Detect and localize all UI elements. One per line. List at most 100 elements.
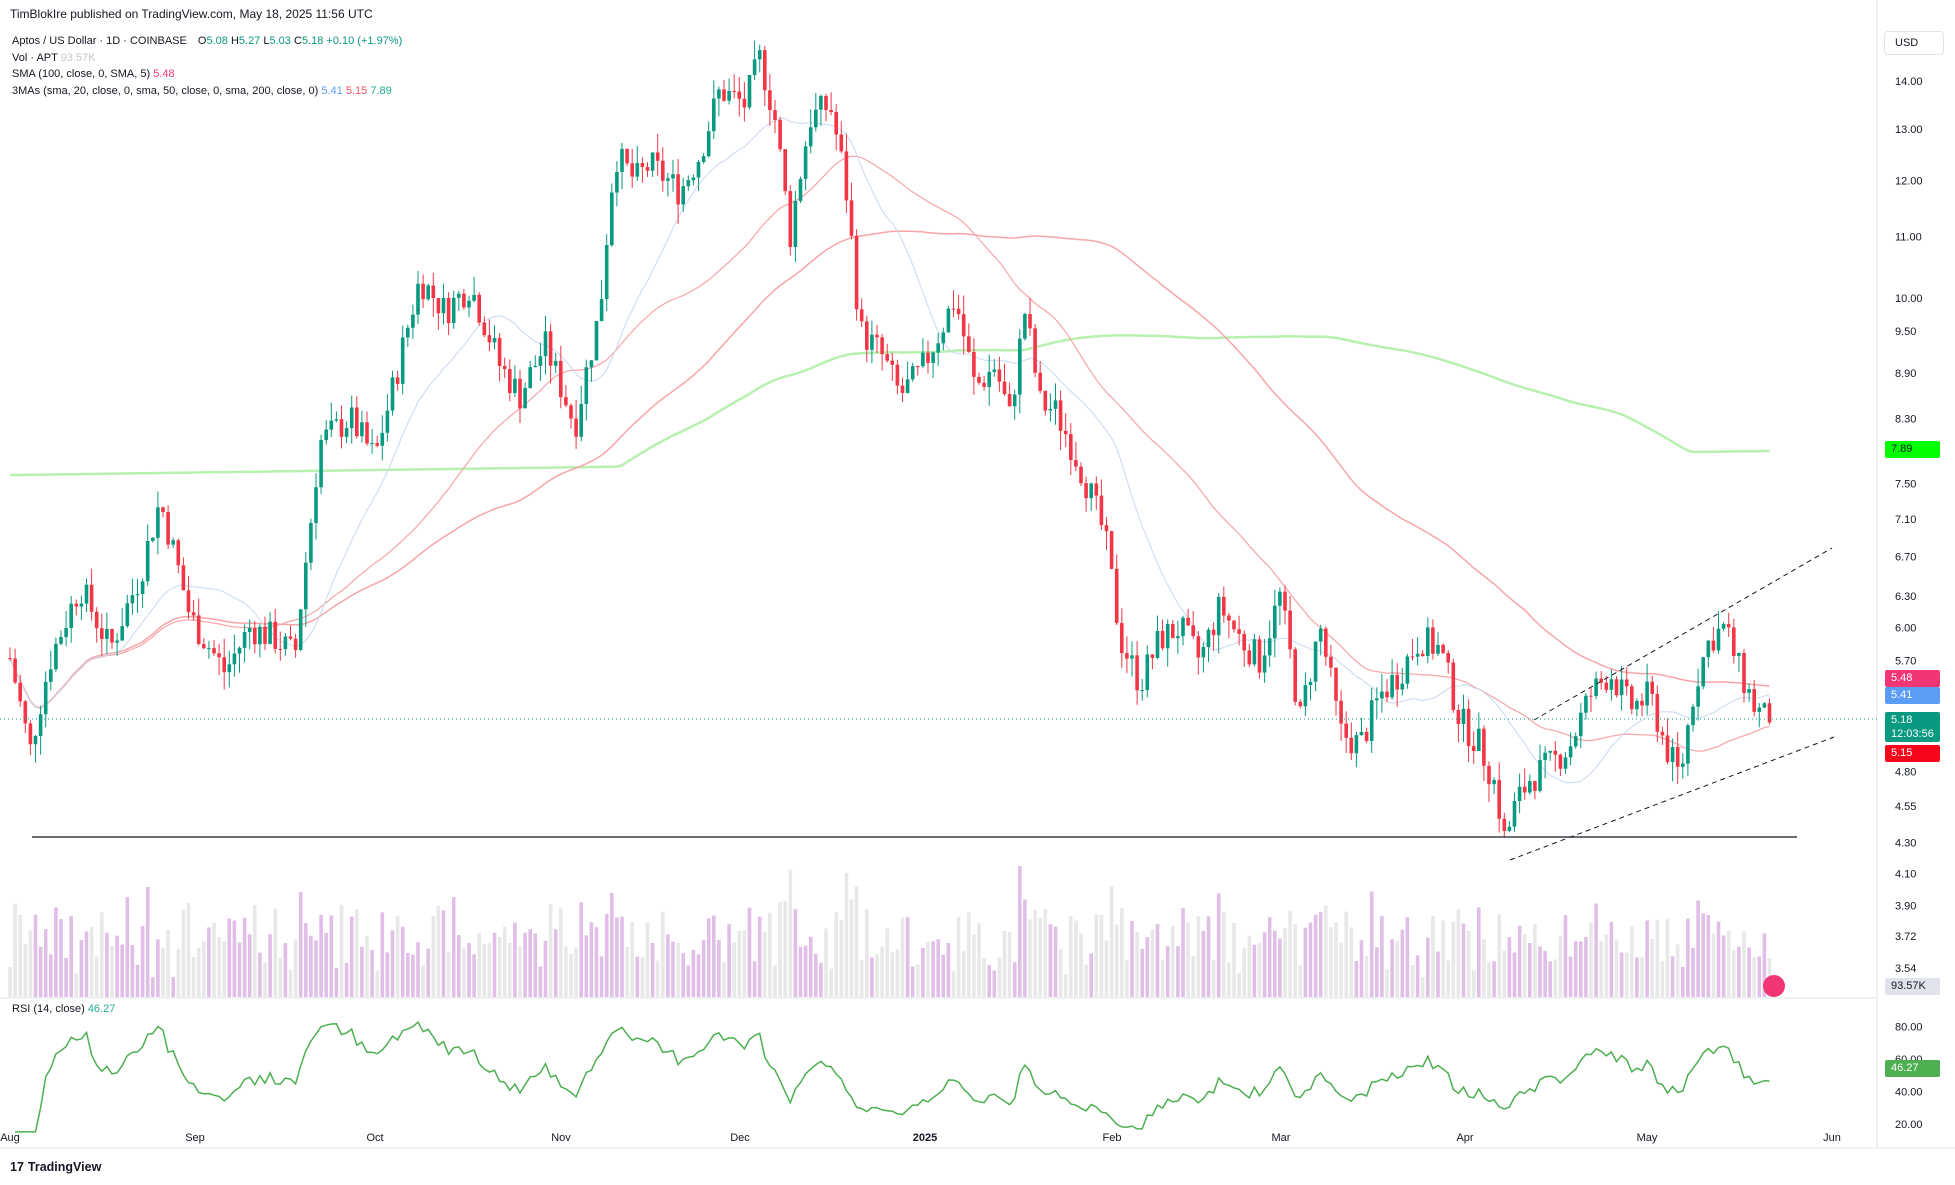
price-tick-label: 9.50 bbox=[1895, 326, 1916, 338]
candle-body bbox=[1640, 700, 1644, 706]
volume-bar bbox=[941, 954, 946, 997]
volume-bar bbox=[69, 915, 73, 997]
volume-bar bbox=[1018, 865, 1022, 997]
candle-body bbox=[839, 134, 844, 152]
volume-bar bbox=[1686, 918, 1690, 997]
candle-body bbox=[339, 419, 344, 437]
candle-body bbox=[1329, 656, 1333, 668]
volume-bar bbox=[508, 943, 512, 997]
volume-bar bbox=[1609, 921, 1614, 997]
channel-upper-line[interactable] bbox=[1533, 547, 1833, 721]
volume-bar bbox=[752, 961, 757, 997]
tradingview-brand[interactable]: 17 TradingView bbox=[10, 1160, 101, 1174]
mas-label: 3MAs (sma, 20, close, 0, sma, 50, close,… bbox=[12, 84, 319, 97]
candle-body bbox=[594, 321, 599, 361]
volume-bar bbox=[1594, 903, 1598, 997]
candle-body bbox=[1293, 649, 1297, 702]
rsi-pane bbox=[15, 1020, 1770, 1133]
volume-bar bbox=[1222, 912, 1226, 997]
volume-bar bbox=[982, 957, 986, 997]
volume-bar bbox=[1324, 905, 1328, 997]
rsi-tick-label: 20.00 bbox=[1895, 1119, 1923, 1131]
symbol-row[interactable]: Aptos / US Dollar · 1D · COINBASE O5.08 … bbox=[12, 33, 402, 50]
candle-body bbox=[1522, 786, 1527, 793]
channel-lower-line[interactable] bbox=[1509, 736, 1835, 861]
candle-body bbox=[768, 90, 772, 111]
candle-body bbox=[706, 131, 711, 157]
candle-body bbox=[1109, 531, 1114, 569]
volume-bar bbox=[1660, 961, 1665, 997]
volume-bar bbox=[1155, 924, 1160, 997]
volume-bar bbox=[768, 912, 772, 997]
volume-bar bbox=[1283, 928, 1287, 997]
candle-body bbox=[752, 59, 757, 76]
volume-bar bbox=[314, 940, 318, 997]
volume-bar bbox=[773, 965, 777, 997]
volume-bar bbox=[1543, 950, 1547, 997]
volume-bar bbox=[1533, 924, 1537, 997]
candle-body bbox=[100, 628, 104, 639]
candle-body bbox=[1237, 629, 1241, 634]
volume-bar bbox=[696, 954, 701, 997]
currency-button[interactable]: USD bbox=[1884, 31, 1944, 55]
candle-body bbox=[829, 109, 833, 113]
candle-body bbox=[130, 595, 135, 604]
volume-bar bbox=[1058, 948, 1063, 997]
volume-bar bbox=[385, 952, 390, 997]
candle-body bbox=[1721, 624, 1726, 629]
volume-bar bbox=[319, 914, 323, 997]
candle-body bbox=[604, 245, 609, 300]
rsi-legend[interactable]: RSI (14, close) 46.27 bbox=[12, 1003, 115, 1015]
volume-row[interactable]: Vol · APT 93.57K bbox=[12, 50, 402, 67]
volume-bar bbox=[242, 917, 247, 997]
volume-bar bbox=[1375, 947, 1379, 997]
candle-body bbox=[1609, 679, 1614, 690]
sma-row[interactable]: SMA (100, close, 0, SMA, 5) 5.48 bbox=[12, 66, 402, 83]
volume-bar bbox=[222, 941, 226, 997]
candle-body bbox=[1752, 689, 1756, 712]
volume-bar bbox=[997, 957, 1002, 997]
volume-bar bbox=[870, 957, 874, 997]
candle-body bbox=[502, 366, 507, 370]
volume-bar bbox=[834, 912, 838, 997]
volume-bar bbox=[89, 926, 94, 997]
volume-bar bbox=[324, 932, 328, 997]
candle-body bbox=[1446, 652, 1450, 663]
volume-bar bbox=[344, 962, 349, 997]
candle-body bbox=[258, 626, 262, 645]
volume-bar bbox=[951, 971, 956, 997]
volume-bar bbox=[1364, 956, 1369, 997]
volume-bar bbox=[1410, 964, 1415, 997]
time-axis: Aug Sep Oct Nov Dec 2025 Feb Mar Apr May Jun bbox=[0, 1132, 1841, 1144]
volume-bar bbox=[972, 934, 976, 997]
volume-bar bbox=[406, 952, 410, 997]
volume-bar bbox=[1471, 970, 1476, 997]
candle-body bbox=[115, 640, 119, 643]
volume-bar bbox=[1089, 953, 1093, 997]
volume-bar bbox=[1482, 939, 1486, 997]
candle-body bbox=[1069, 434, 1073, 461]
volume-bar bbox=[411, 954, 415, 997]
volume-bar bbox=[446, 951, 451, 997]
volume-bar bbox=[1558, 936, 1563, 997]
volume-bar bbox=[1599, 940, 1603, 997]
candle-body bbox=[288, 636, 293, 639]
time-tick-label: Oct bbox=[366, 1132, 383, 1144]
volume-bar bbox=[528, 929, 532, 997]
candle-body bbox=[135, 593, 140, 596]
flag-icon[interactable] bbox=[1763, 975, 1785, 997]
volume-bar bbox=[1497, 914, 1501, 997]
candle-body bbox=[1273, 605, 1277, 639]
volume-bar bbox=[421, 965, 425, 997]
candle-body bbox=[1114, 568, 1119, 624]
volume-bar bbox=[1318, 912, 1323, 997]
volume-bar bbox=[671, 941, 675, 997]
mas-row[interactable]: 3MAs (sma, 20, close, 0, sma, 50, close,… bbox=[12, 83, 402, 100]
candle-body bbox=[1018, 338, 1022, 395]
candle-body bbox=[1543, 752, 1547, 761]
candle-body bbox=[1573, 736, 1578, 747]
drawings bbox=[0, 547, 1877, 861]
candle-body bbox=[951, 308, 956, 310]
candle-body bbox=[1104, 525, 1109, 532]
